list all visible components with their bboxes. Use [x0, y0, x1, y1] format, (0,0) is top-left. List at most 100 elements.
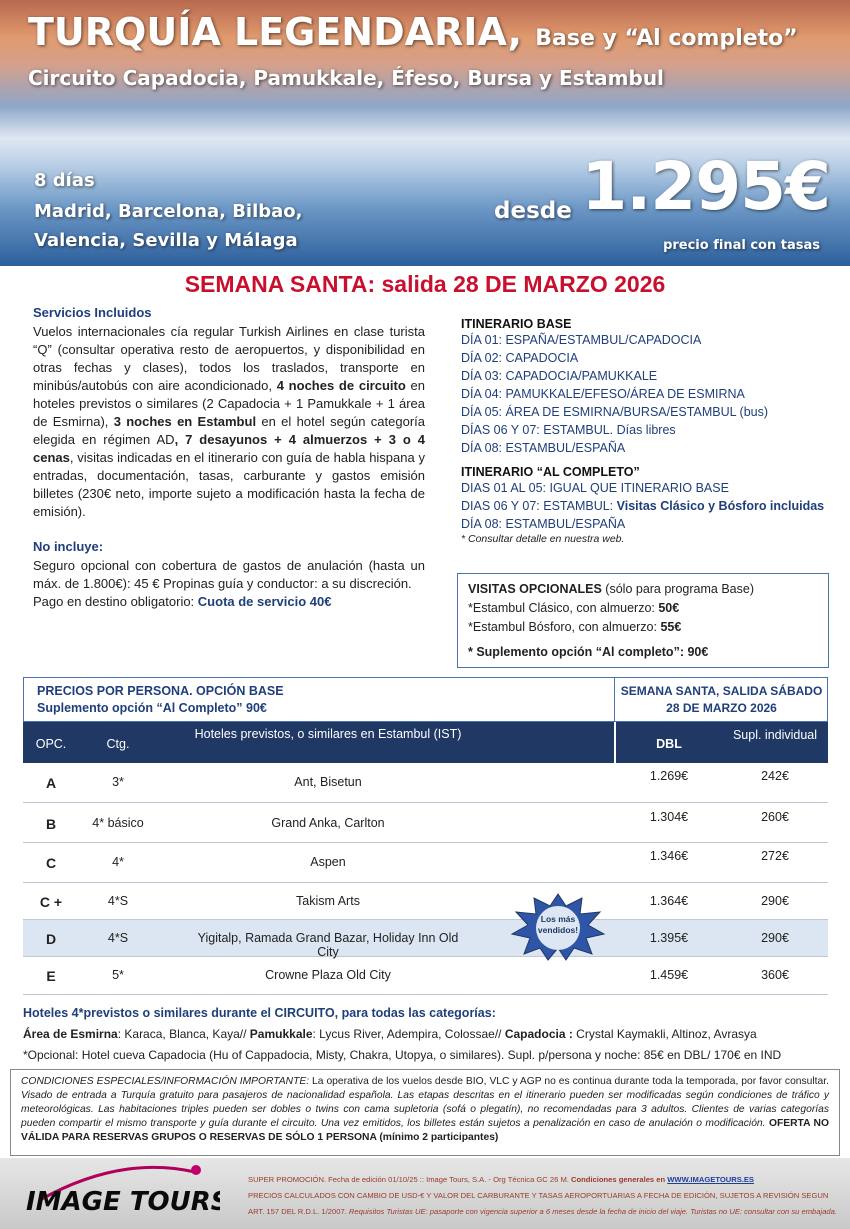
text-run: Cuota de servicio 40€ — [197, 594, 332, 609]
column-header: Hoteles previstos, o similares en Estamb… — [194, 727, 462, 741]
table-cell: 242€ — [761, 769, 789, 783]
table-cell: 4*S — [107, 930, 129, 945]
paragraph: Vuelos internacionales cía regular Turki… — [33, 323, 425, 521]
text-run: 55€ — [660, 620, 682, 634]
table-cell: 1.346€ — [649, 849, 689, 863]
itinerary-line: DÍAS 06 Y 07: ESTAMBUL. Días libres — [461, 423, 676, 437]
text-run: Seguro opcional con cobertura de gastos … — [33, 558, 425, 591]
table-cell: 272€ — [761, 849, 789, 863]
table-cell: 4* básico — [92, 816, 144, 830]
city-line: Madrid, Barcelona, Bilbao, — [34, 201, 303, 222]
line: SEMANA SANTA, SALIDA SÁBADO — [620, 684, 823, 698]
itineraries: ITINERARIO BASE DÍA 01: ESPAÑA/ESTAMBUL/… — [461, 317, 836, 545]
table-cell: 260€ — [761, 810, 789, 824]
text-run: Pamukkale — [249, 1027, 313, 1041]
text-run: *Estambul Bósforo, con almuerzo: — [468, 620, 661, 634]
visit-line: * Suplemento opción “Al completo”: 90€ — [468, 643, 818, 662]
text-run: en el hotel según categoría elegida en r… — [33, 414, 425, 447]
table-cell: 1.269€ — [649, 769, 689, 783]
row-background — [23, 805, 828, 843]
table-cell: 360€ — [761, 968, 789, 982]
heading: ITINERARIO “AL COMPLETO” — [461, 465, 640, 479]
table-cell: 4*S — [107, 893, 129, 908]
itinerary-line: DÍA 05: ÁREA DE ESMIRNA/BURSA/ESTAMBUL (… — [461, 405, 769, 419]
row-background — [23, 883, 828, 920]
optional-visits-box: VISITAS OPCIONALES (sólo para programa B… — [457, 573, 829, 668]
price-note: precio final con tasas — [663, 238, 820, 253]
heading: Hoteles 4*previstos o similares durante … — [23, 1006, 496, 1020]
text-run: SUPER PROMOCIÓN. Fecha de edición 01/10/… — [248, 1175, 572, 1184]
text-run: , visitas indicadas en el itinerario con… — [33, 450, 425, 519]
price-table: PRECIOS POR PERSONA. OPCIÓN BASE Suplemen… — [23, 677, 828, 997]
hotels: Hoteles 4*previstos o similares durante … — [23, 1004, 843, 1065]
heading: Servicios Incluidos — [33, 305, 152, 320]
list: DIAS 01 AL 05: IGUAL QUE ITINERARIO BASE… — [461, 479, 836, 533]
row-background — [23, 957, 828, 995]
price: 1.295€ — [581, 148, 831, 225]
hotel-line: Área de Esmirna: Karaca, Blanca, Kaya// … — [23, 1025, 843, 1044]
route: Circuito Capadocia, Pamukkale, Éfeso, Bu… — [28, 66, 664, 90]
table-cell: Ant, Bisetun — [294, 775, 362, 789]
logo: IMAGE TOURS — [26, 1165, 220, 1217]
line: PRECIOS POR PERSONA. OPCIÓN BASE — [37, 684, 284, 698]
title-suffix: Base y “Al completo” — [535, 26, 798, 51]
column-header: OPC. — [35, 737, 67, 751]
text-run: Visado de entrada a Turquía gratuito par… — [21, 1090, 829, 1129]
footer-line: SUPER PROMOCIÓN. Fecha de edición 01/10/… — [248, 1172, 838, 1188]
table-cell: Aspen — [310, 855, 346, 869]
text-run: 50€ — [658, 601, 680, 615]
visit-line: *Estambul Clásico, con almuerzo: 50€ — [468, 599, 818, 618]
text-run: Crystal Kaymakli, Altinoz, Avrasya — [572, 1027, 757, 1041]
text-run: Visitas Clásico y Bósforo incluidas — [616, 499, 825, 513]
footer-text: SUPER PROMOCIÓN. Fecha de edición 01/10/… — [248, 1172, 838, 1220]
banner: SEMANA SANTA: salida 28 DE MARZO 2026 — [184, 271, 666, 297]
visit-line: VISITAS OPCIONALES (sólo para programa B… — [468, 580, 818, 599]
table-cell: 290€ — [761, 893, 789, 908]
heading: No incluye: — [33, 539, 104, 554]
text-run: La operativa de los vuelos desde BIO, VL… — [309, 1076, 829, 1087]
table-cell: 1.304€ — [649, 810, 689, 824]
heading: ITINERARIO BASE — [461, 317, 572, 331]
text-run: *Opcional: Hotel cueva Capadocia (Hu of … — [23, 1048, 782, 1062]
table-cell: D — [45, 930, 57, 947]
table-cell: C — [45, 855, 57, 871]
days: 8 días — [34, 170, 95, 191]
column-header: Ctg. — [106, 737, 130, 751]
text-run: DIAS 01 AL 05: IGUAL QUE ITINERARIO BASE — [461, 481, 729, 495]
itinerary-line: DIAS 06 Y 07: ESTAMBUL: Visitas Clásico … — [461, 497, 836, 515]
row-background — [23, 843, 828, 883]
table-cell: Yigitalp, Ramada Grand Bazar, Holiday In… — [197, 930, 459, 959]
text-run: 3 noches en Estambul — [113, 414, 257, 429]
text-run: Condiciones generales en — [571, 1175, 668, 1184]
table-cell: C + — [39, 893, 63, 910]
table-cell: E — [46, 968, 56, 984]
text-run: , 7 desayunos + 4 almuerzos + 3 o 4 cena… — [33, 432, 425, 465]
header: TURQUÍA LEGENDARIA, Base y “Al completo”… — [0, 0, 850, 266]
text-run: Pago en destino obligatorio: — [33, 594, 198, 609]
table-cell: 3* — [112, 775, 124, 789]
itinerary-line: DÍA 01: ESPAÑA/ESTAMBUL/CAPADOCIA — [461, 333, 702, 347]
logo-dot — [191, 1165, 201, 1175]
row-background — [23, 920, 828, 957]
text-run: 4 noches de circuito — [276, 378, 406, 393]
row-background — [23, 763, 828, 803]
title: TURQUÍA LEGENDARIA, — [28, 10, 522, 54]
logo-swoosh — [39, 1165, 196, 1202]
text-run: DIAS 06 Y 07: ESTAMBUL: — [461, 499, 617, 513]
text-run: en hoteles previstos o similares (2 Capa… — [33, 378, 425, 429]
divider — [614, 722, 616, 763]
itinerary-line: DÍA 04: PAMUKKALE/EFESO/ÁREA DE ESMIRNA — [461, 387, 745, 401]
divider — [614, 677, 615, 722]
text-run: VISITAS OPCIONALES — [468, 582, 602, 596]
text-run: Requisitos Turistas UE: pasaporte con vi… — [348, 1207, 837, 1216]
table-cell: Takism Arts — [296, 893, 360, 908]
badge-star: Los más vendidos! — [510, 893, 606, 961]
text-run[interactable]: WWW.IMAGETOURS.ES — [667, 1175, 754, 1184]
table-cell: Crowne Plaza Old City — [265, 968, 391, 982]
hotel-line: *Opcional: Hotel cueva Capadocia (Hu of … — [23, 1046, 843, 1065]
star-center — [536, 906, 580, 950]
paragraph: Pago en destino obligatorio: Cuota de se… — [33, 593, 425, 611]
price-prefix: desde — [494, 198, 572, 224]
